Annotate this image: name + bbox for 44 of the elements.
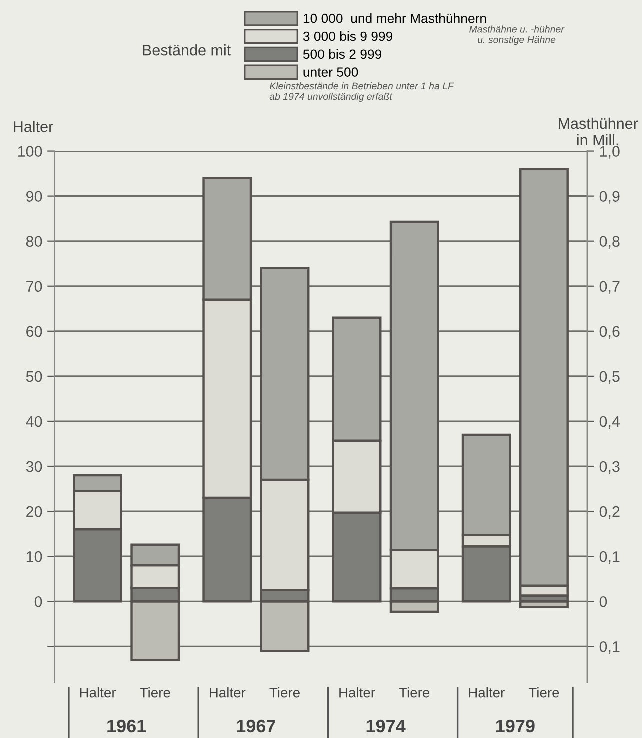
y2-tick-label: 0,8 xyxy=(600,236,620,249)
y-tick-label: 10 xyxy=(26,551,42,562)
x-tick-label: Tiere xyxy=(270,688,300,698)
y2-tick-label: 0 xyxy=(600,596,608,608)
legend-label: unter 500 xyxy=(304,68,358,77)
y-axis-title: Halter xyxy=(14,121,54,132)
x-tick-label: Halter xyxy=(340,688,376,698)
legend-label: 3 000 bis 9 999 xyxy=(303,31,393,42)
y2-tick-label: 0,1 xyxy=(600,551,620,564)
legend-label: 500 bis 2 999 xyxy=(303,49,382,60)
y-tick-label: 40 xyxy=(26,416,42,428)
y2-tick-label: 0,1 xyxy=(600,641,620,654)
y-tick-label: 60 xyxy=(26,326,42,338)
text: 1967 xyxy=(237,720,276,733)
y2-tick-label: 1,0 xyxy=(600,146,620,159)
x-tick-label: Halter xyxy=(469,688,505,698)
text: 1974 xyxy=(366,720,406,733)
x-tick-label: Halter xyxy=(80,688,116,698)
x-tick-label: Tiere xyxy=(399,688,430,698)
y-tick-label: 70 xyxy=(26,281,42,292)
y-tick-label: 0 xyxy=(34,596,42,608)
text: Masthähne u. -hühner u. sonstige Hähne xyxy=(470,26,565,46)
y2-axis-title: Masthühner in Mill. xyxy=(559,118,638,146)
x-tick-label: Halter xyxy=(210,688,246,698)
text: 1961 xyxy=(108,720,146,733)
y2-tick-label: 0,6 xyxy=(600,326,620,339)
text: 1979 xyxy=(496,720,535,733)
y2-tick-label: 0,2 xyxy=(600,506,620,520)
x-tick-label: Tiere xyxy=(528,688,560,698)
y-tick-label: 50 xyxy=(26,371,42,382)
text: Kleinstbestände in Betrieben unter 1 ha LF ab 1974 unvollständig erfaßt xyxy=(270,82,454,102)
y2-tick-label: 0,4 xyxy=(600,416,620,429)
legend-title: Bestände mit xyxy=(143,44,232,56)
y-tick-label: 30 xyxy=(26,461,42,472)
y2-tick-label: 0,5 xyxy=(600,371,620,384)
y-tick-label: 100 xyxy=(18,146,42,157)
y2-tick-label: 0,7 xyxy=(600,281,620,294)
y2-tick-label: 0,9 xyxy=(600,191,620,204)
y-tick-label: 20 xyxy=(26,506,42,518)
y-tick-label: 90 xyxy=(26,191,42,202)
legend-label: 10 000 und mehr Masthühnern xyxy=(304,14,486,24)
x-tick-label: Tiere xyxy=(140,688,170,698)
y-tick-label: 80 xyxy=(26,236,42,248)
y2-tick-label: 0,3 xyxy=(600,461,620,474)
